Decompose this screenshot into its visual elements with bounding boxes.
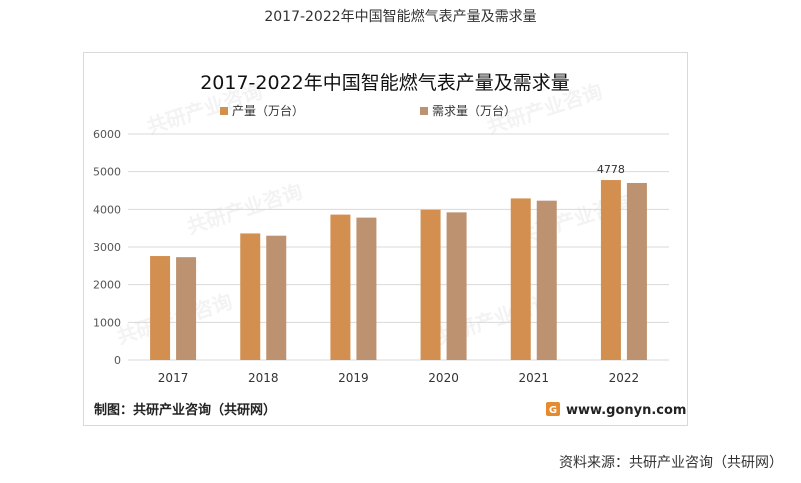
bar	[266, 235, 287, 360]
x-tick-label: 2018	[248, 371, 279, 385]
x-tick-label: 2022	[609, 371, 640, 385]
legend-swatch	[420, 107, 428, 115]
legend-label: 产量（万台）	[232, 103, 304, 118]
y-tick-label: 1000	[93, 316, 121, 329]
x-tick-label: 2021	[518, 371, 549, 385]
y-tick-label: 5000	[93, 166, 121, 179]
logo-icon-glyph: G	[549, 405, 557, 416]
bar	[356, 217, 377, 360]
y-tick-label: 2000	[93, 279, 121, 292]
chart-title: 2017-2022年中国智能燃气表产量及需求量	[200, 72, 570, 94]
x-tick-label: 2020	[428, 371, 459, 385]
source-note: 资料来源：共研产业咨询（共研网）	[559, 455, 783, 471]
bar	[150, 256, 171, 360]
bar	[420, 209, 441, 360]
footer-site: www.gonyn.com	[566, 403, 686, 418]
y-tick-label: 3000	[93, 241, 121, 254]
y-tick-label: 0	[114, 354, 121, 367]
x-tick-label: 2017	[158, 371, 189, 385]
bar	[510, 198, 531, 360]
legend-label: 需求量（万台）	[432, 103, 516, 118]
footer-credit: 制图：共研产业咨询（共研网）	[94, 402, 276, 418]
bar	[330, 214, 351, 360]
legend-swatch	[220, 107, 228, 115]
page-title: 2017-2022年中国智能燃气表产量及需求量	[264, 9, 537, 25]
bar	[600, 180, 621, 360]
logo-icon	[546, 402, 560, 416]
bar	[240, 233, 261, 360]
chart-card: 共研产业咨询 共研产业咨询 共研产业咨询 共研产业咨询 共研产业咨询 共研产业咨…	[83, 52, 688, 426]
data-label: 4778	[597, 163, 625, 176]
bar	[176, 257, 197, 360]
y-tick-label: 4000	[93, 203, 121, 216]
bar	[536, 200, 557, 360]
x-tick-label: 2019	[338, 371, 369, 385]
y-tick-label: 6000	[93, 128, 121, 141]
bar	[446, 212, 467, 360]
bar	[626, 182, 647, 360]
